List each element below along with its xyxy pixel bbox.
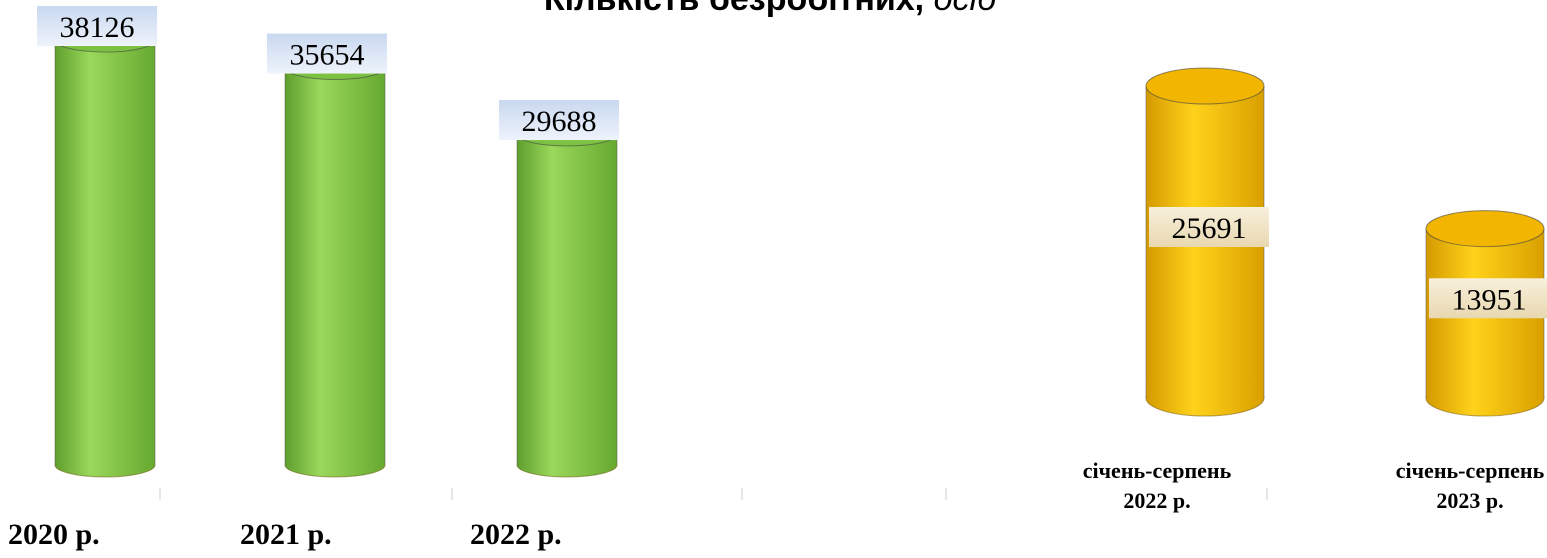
title: Кількість безробітних, <box>544 0 924 18</box>
cylinder-body <box>55 40 155 465</box>
value-label-box <box>1149 207 1269 247</box>
cylinder-body <box>285 67 385 465</box>
value-label-box <box>1429 278 1547 319</box>
value-label: 35654 <box>290 39 365 72</box>
value-label-box <box>37 6 157 46</box>
value-label: 25691 <box>1172 212 1247 245</box>
category-label: 2022 р. <box>470 518 562 551</box>
axis-ticks <box>159 488 1268 500</box>
category-label: січень-серпень 2023 р. <box>1395 458 1545 513</box>
value-label: 13951 <box>1452 283 1527 316</box>
category-label: 2021 р. <box>240 518 332 551</box>
category-label: 2020 р. <box>8 518 100 551</box>
value-label: 29688 <box>522 105 597 138</box>
title-unit: осіб <box>934 0 998 18</box>
category-label: січень-серпень 2022 р. <box>1082 458 1232 513</box>
cylinder-body <box>517 134 617 465</box>
value-label: 38126 <box>60 11 135 44</box>
cylinder-top <box>1145 67 1265 105</box>
value-label-box <box>499 100 619 141</box>
chart-title: Кількість безробітних, осіб <box>544 0 998 18</box>
value-label-box <box>267 33 387 74</box>
cylinder-top <box>1425 210 1545 248</box>
